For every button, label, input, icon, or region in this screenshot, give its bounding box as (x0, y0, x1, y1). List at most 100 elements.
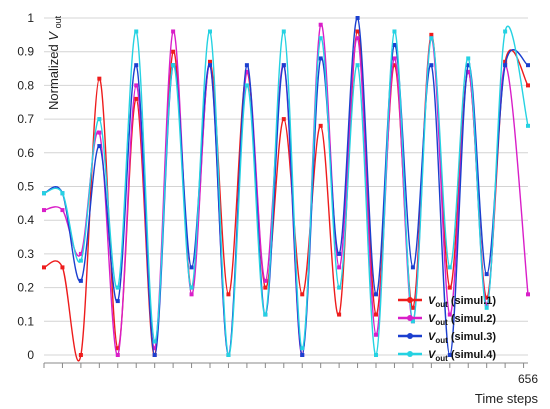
data-point (78, 251, 83, 256)
data-point (97, 76, 102, 81)
data-point (42, 265, 46, 270)
data-point (429, 36, 434, 41)
data-point (78, 278, 83, 283)
data-point (152, 339, 157, 344)
data-point (410, 319, 415, 324)
data-point (244, 69, 249, 74)
data-point (526, 123, 530, 128)
data-point (374, 292, 379, 297)
data-point (355, 29, 360, 34)
data-point (447, 265, 452, 270)
data-point (466, 69, 471, 74)
data-point (60, 265, 65, 270)
legend-marker (407, 315, 413, 321)
data-point (300, 353, 305, 357)
data-point (115, 346, 120, 351)
data-point (526, 83, 530, 88)
data-point (115, 285, 120, 290)
data-point (447, 353, 452, 357)
data-point (189, 285, 194, 290)
legend-marker (407, 297, 413, 303)
data-point (447, 312, 452, 317)
legend-item: Vout (simul.4) (398, 349, 496, 363)
y-axis-title-main: Normalized (46, 41, 61, 110)
data-point (318, 22, 323, 27)
data-point (42, 191, 46, 196)
legend: Vout (simul.1) Vout (simul.2) Vout (simul.… (398, 295, 496, 363)
data-point (300, 292, 305, 297)
series--simul-4- (42, 25, 530, 357)
y-tick-label: 0 (27, 348, 34, 362)
data-point (484, 302, 489, 307)
data-point (208, 29, 213, 34)
data-point (171, 29, 176, 34)
legend-marker (407, 333, 413, 339)
data-point (337, 251, 342, 256)
data-point (466, 56, 471, 61)
data-point (374, 353, 379, 357)
data-point (355, 16, 360, 20)
data-point (281, 63, 286, 68)
data-point (526, 292, 530, 297)
data-point (226, 292, 231, 297)
data-point (115, 299, 120, 304)
data-point (97, 144, 102, 149)
data-point (337, 265, 342, 270)
data-point (355, 36, 360, 41)
y-axis-title-sub: out (53, 15, 63, 28)
y-tick-label: 0.6 (17, 146, 34, 160)
y-axis-title: Normalized V out (46, 15, 63, 110)
data-point (392, 56, 397, 61)
y-tick-label: 1 (27, 11, 34, 25)
y-tick-label: 0.4 (17, 213, 34, 227)
data-point (300, 346, 305, 351)
data-point (263, 312, 268, 317)
data-point (429, 32, 434, 37)
data-point (189, 292, 194, 297)
data-point (392, 63, 397, 68)
data-point (410, 265, 415, 270)
y-axis-ticks: 0 0.1 0.2 0.3 0.4 0.5 0.6 0.7 0.8 0.9 1 (17, 11, 34, 362)
data-point (318, 123, 323, 128)
data-point (97, 117, 102, 122)
data-point (466, 63, 471, 68)
data-point (484, 305, 489, 310)
data-point (244, 83, 249, 88)
data-point (392, 29, 397, 34)
data-point (226, 353, 231, 357)
series--simul-3- (42, 16, 530, 357)
series-line (43, 17, 529, 356)
data-point (78, 353, 83, 357)
x-axis-ticks: 656 (43, 363, 538, 386)
data-point (355, 63, 360, 68)
data-point (42, 208, 46, 213)
data-point (318, 56, 323, 61)
data-point (97, 130, 102, 135)
data-point (134, 63, 139, 68)
series-line (43, 25, 529, 356)
data-point (503, 59, 508, 64)
y-tick-label: 0.1 (17, 314, 34, 328)
data-point (134, 96, 139, 101)
data-point (484, 295, 489, 300)
data-point (208, 63, 213, 68)
data-point (429, 63, 434, 68)
data-point (171, 63, 176, 68)
legend-item: Vout (simul.3) (398, 331, 496, 345)
data-point (503, 29, 508, 34)
data-point (526, 63, 530, 68)
data-point (152, 353, 157, 357)
y-tick-label: 0.9 (17, 45, 34, 59)
data-point (134, 83, 139, 88)
data-point (189, 265, 194, 270)
y-tick-label: 0.2 (17, 281, 34, 295)
y-tick-label: 0.3 (17, 247, 34, 261)
data-point (208, 59, 213, 64)
data-point (374, 332, 379, 337)
data-point (244, 63, 249, 68)
y-axis-title-var: V (46, 31, 61, 41)
data-point (263, 285, 268, 290)
data-point (337, 312, 342, 317)
data-point (281, 117, 286, 122)
